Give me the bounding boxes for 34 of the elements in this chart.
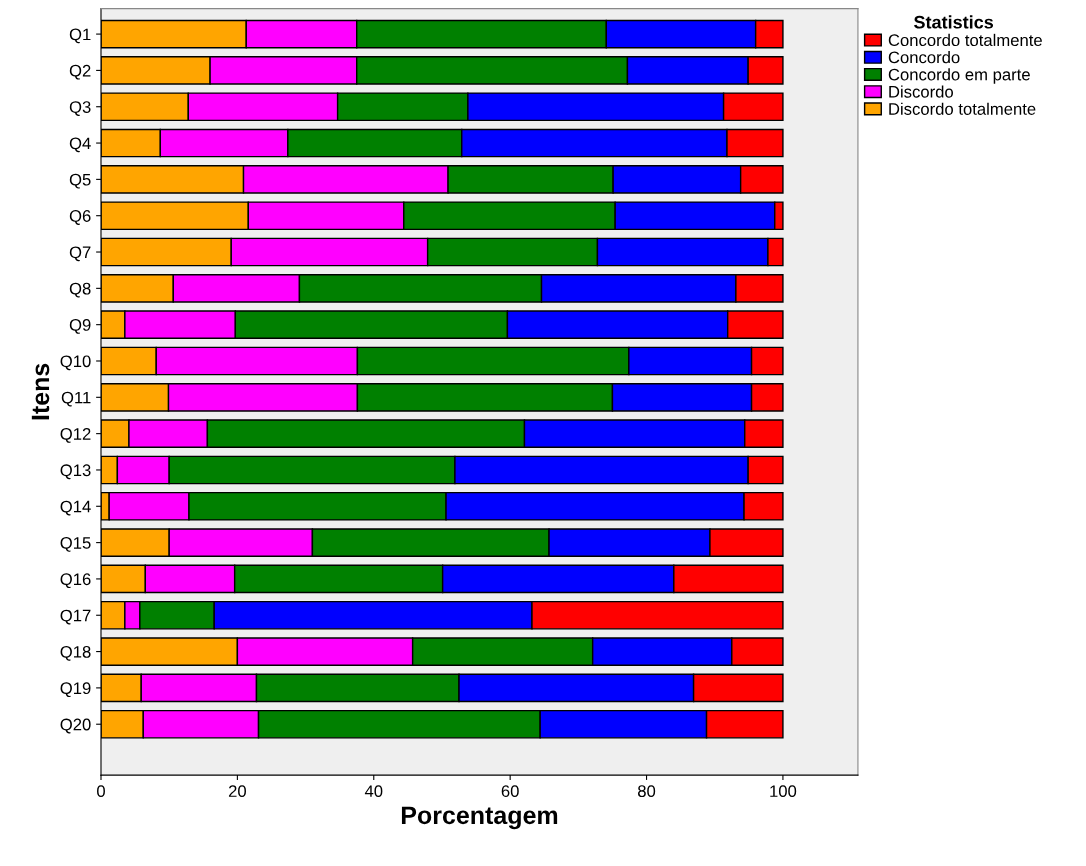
legend-label: Concordo <box>888 51 960 64</box>
x-tick-label: 20 <box>228 785 246 798</box>
y-tick-label: Q9 <box>69 319 91 334</box>
y-tick-label: Q8 <box>69 282 91 298</box>
x-tick-label: 80 <box>638 785 656 798</box>
y-tick-label: Q2 <box>69 64 91 80</box>
legend-label: Discordo totalmente <box>889 102 1036 115</box>
y-tick-label: Q15 <box>60 537 91 552</box>
legend-title: Statistics <box>914 15 994 29</box>
y-tick-label: Q12 <box>60 428 91 443</box>
y-tick-label: Q14 <box>60 500 91 516</box>
y-tick-label: Q7 <box>69 246 91 262</box>
legend-label: Concordo totalmente <box>888 33 1042 47</box>
y-tick-label: Q10 <box>60 355 91 371</box>
x-tick-label: 100 <box>770 785 797 798</box>
legend-label: Discordo <box>889 85 953 98</box>
y-tick-label: Q3 <box>69 101 91 116</box>
y-tick-label: Q13 <box>60 464 91 480</box>
y-tick-label: Q1 <box>69 28 91 44</box>
y-tick-label: Q20 <box>60 718 91 734</box>
y-axis-title: Itens <box>31 363 50 420</box>
y-tick-label: Q11 <box>61 391 91 407</box>
y-tick-label: Q17 <box>60 609 91 625</box>
x-tick-label: 0 <box>97 785 105 798</box>
x-tick-label: 60 <box>501 785 519 798</box>
y-tick-label: Q5 <box>69 173 91 189</box>
y-tick-label: Q19 <box>60 682 91 698</box>
x-tick-label: 40 <box>364 785 383 798</box>
legend-label: Concordo em parte <box>888 68 1030 84</box>
x-axis-title: Porcentagem <box>401 806 558 830</box>
y-tick-label: Q16 <box>60 573 91 589</box>
y-tick-label: Q6 <box>69 210 91 225</box>
y-tick-label: Q18 <box>60 645 91 661</box>
y-tick-label: Q4 <box>69 137 91 153</box>
